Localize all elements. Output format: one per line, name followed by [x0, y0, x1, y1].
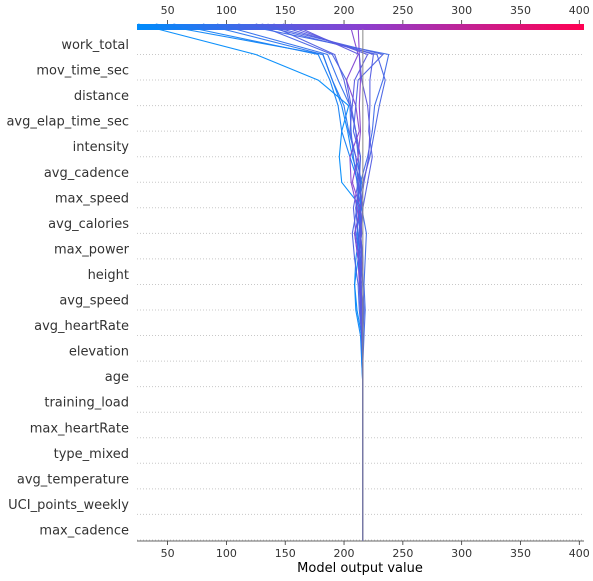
colorbar — [137, 24, 584, 30]
top-tick-label: 200 — [334, 4, 355, 17]
feature-label-max-heartrate: max_heartRate — [30, 421, 129, 436]
feature-label-age: age — [105, 370, 129, 385]
decision-path — [261, 23, 384, 541]
decision-path — [173, 23, 364, 541]
feature-label-elevation: elevation — [69, 345, 129, 360]
top-axis-ticks: 50 100 150 200 250 300 350 400 — [161, 4, 590, 24]
bottom-tick-label: 400 — [569, 547, 590, 560]
top-tick-label: 100 — [216, 4, 237, 17]
feature-label-height: height — [88, 268, 129, 283]
top-tick-label: 50 — [161, 4, 175, 17]
feature-label-work-total: work_total — [61, 38, 129, 53]
top-tick-label: 250 — [392, 4, 413, 17]
feature-label-avg-temperature: avg_temperature — [17, 472, 129, 487]
top-tick-label: 300 — [451, 4, 472, 17]
feature-label-uci-points-weekly: UCI_points_weekly — [8, 498, 129, 513]
decision-path — [255, 23, 364, 541]
bottom-tick-label: 200 — [334, 547, 355, 560]
top-tick-label: 350 — [510, 4, 531, 17]
feature-labels: work_total mov_time_sec distance avg_elap_t… — [6, 38, 129, 538]
feature-label-avg-heartrate: avg_heartRate — [34, 319, 129, 334]
bottom-tick-label: 50 — [161, 547, 175, 560]
feature-label-avg-elap-time-sec: avg_elap_time_sec — [6, 115, 129, 130]
feature-label-max-speed: max_speed — [55, 191, 129, 206]
feature-label-max-cadence: max_cadence — [39, 523, 129, 538]
feature-label-training-load: training_load — [44, 396, 129, 411]
top-tick-label: 400 — [569, 4, 590, 17]
feature-label-distance: distance — [74, 89, 129, 104]
bottom-axis-ticks: 50 100 150 200 250 300 350 400 — [161, 541, 590, 560]
feature-label-avg-calories: avg_calories — [48, 217, 129, 232]
feature-label-avg-speed: avg_speed — [59, 294, 129, 309]
bottom-tick-label: 300 — [451, 547, 472, 560]
decision-path — [155, 23, 364, 541]
bottom-tick-label: 350 — [510, 547, 531, 560]
top-tick-label: 150 — [275, 4, 296, 17]
bottom-tick-label: 250 — [392, 547, 413, 560]
feature-label-type-mixed: type_mixed — [54, 447, 129, 462]
feature-label-mov-time-sec: mov_time_sec — [36, 64, 129, 79]
gridlines — [137, 54, 584, 541]
feature-label-avg-cadence: avg_cadence — [44, 166, 129, 181]
x-axis-title: Model output value — [297, 561, 423, 576]
feature-label-intensity: intensity — [73, 140, 130, 155]
bottom-tick-label: 100 — [216, 547, 237, 560]
bottom-tick-label: 150 — [275, 547, 296, 560]
feature-label-max-power: max_power — [54, 242, 130, 257]
